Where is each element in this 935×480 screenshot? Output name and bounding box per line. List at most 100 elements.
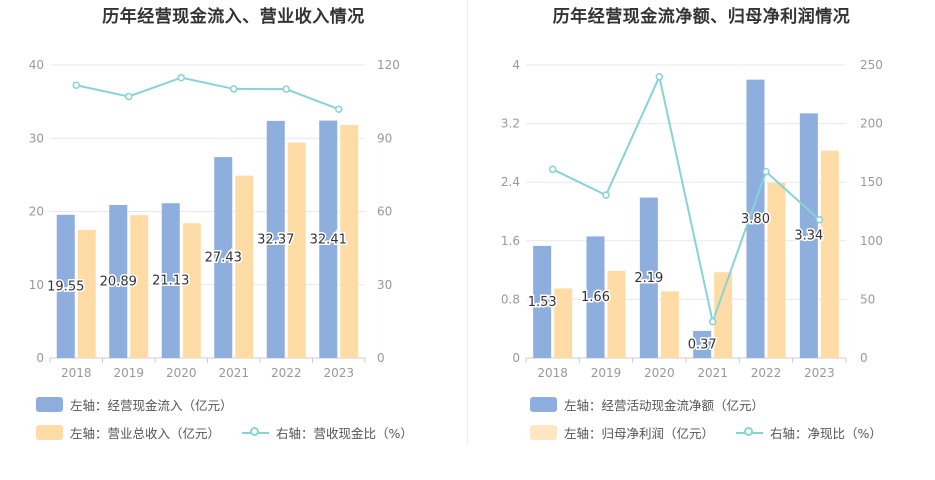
legend-item-series-2[interactable]: 左轴：营业总收入（亿元） [36, 423, 220, 442]
y-left-tick-label: 0.8 [501, 292, 520, 306]
y-right-tick-label: 60 [377, 205, 392, 219]
data-label: 3.34 [794, 229, 823, 244]
line-point [708, 317, 717, 326]
x-tick-label: 2019 [591, 366, 622, 380]
legend-item-series-3[interactable]: 右轴：营收现金比（%） [242, 423, 413, 442]
bar-1 [319, 120, 338, 359]
y-left-tick-label: 2.4 [501, 175, 520, 189]
x-tick-label: 2022 [751, 366, 782, 380]
y-right-tick-label: 90 [377, 131, 392, 145]
line-point [548, 165, 557, 174]
legend-swatch [36, 424, 63, 440]
x-tick-label: 2018 [61, 366, 92, 380]
legend-line-marker-icon [736, 425, 764, 440]
legend-line-marker-icon [242, 425, 270, 440]
y-right-tick-label: 30 [377, 278, 392, 292]
y-left-tick-label: 10 [29, 278, 44, 292]
bar-2 [660, 291, 679, 358]
y-left-tick-label: 0 [512, 351, 520, 365]
line-series [552, 73, 821, 326]
data-label: 32.37 [257, 232, 294, 247]
legend: 左轴：经营活动现金流净额（亿元） 左轴：归母净利润（亿元） 右轴：净现比（%） [530, 390, 904, 446]
legend-label: 左轴：归母净利润（亿元） [564, 425, 715, 441]
line-point [177, 73, 185, 82]
data-label: 21.13 [152, 274, 189, 289]
y-left-tick-label: 1.6 [501, 234, 520, 248]
bar-1 [56, 214, 75, 358]
y-right-tick-label: 250 [860, 58, 883, 72]
data-label: 20.89 [100, 274, 137, 289]
line-point [125, 92, 133, 101]
x-tick-label: 2020 [644, 366, 675, 380]
bar-2 [235, 175, 254, 358]
line-point [762, 167, 770, 176]
chart-title: 历年经营现金流入、营业收入情况 [102, 7, 365, 27]
y-left-tick-label: 30 [29, 131, 44, 145]
bar-2 [287, 142, 306, 358]
data-label: 3.80 [741, 212, 770, 227]
legend-label: 左轴：经营活动现金流净额（亿元） [564, 397, 765, 413]
bar-2 [607, 270, 626, 358]
bar-2 [554, 288, 573, 358]
x-tick-label: 2021 [697, 366, 728, 380]
chart-plot-cash-inflow: 0 10 20 30 40 0 30 60 90 120 2018 2019 2020 2021 2022 2… [29, 58, 400, 380]
x-tick-label: 2022 [271, 366, 302, 380]
bar-2 [767, 182, 786, 358]
y-left-tick-label: 40 [29, 58, 44, 72]
panel-divider [467, 0, 468, 445]
line-point [72, 81, 80, 90]
data-label: 0.37 [688, 337, 717, 352]
data-label: 1.66 [581, 290, 610, 305]
line-point [282, 85, 290, 93]
bar-1 [799, 113, 818, 358]
bar-1 [109, 204, 128, 358]
bar-2 [714, 272, 733, 358]
line-point [815, 215, 824, 224]
bar-1 [533, 245, 552, 358]
chart-panel-net-cash: 历年经营现金流净额、归母净利润情况 0 0.8 1.6 2.4 3.2 4 0 50 100 15… [468, 0, 935, 480]
legend-item-series-3[interactable]: 右轴：净现比（%） [736, 423, 882, 442]
bar-1 [693, 330, 712, 358]
line-point [655, 72, 664, 81]
data-label: 27.43 [205, 251, 242, 266]
bar-1 [746, 79, 765, 359]
y-left-tick-label: 20 [29, 205, 44, 219]
y-right-tick-label: 50 [860, 292, 875, 306]
y-right-tick-label: 0 [377, 351, 385, 365]
legend-label: 左轴：营业总收入（亿元） [70, 425, 221, 441]
y-right-tick-label: 150 [860, 175, 883, 189]
line-point [230, 85, 238, 93]
x-tick-label: 2020 [166, 366, 197, 380]
legend-item-series-1[interactable]: 左轴：经营现金流入（亿元） [36, 395, 233, 414]
bar-1 [161, 203, 180, 358]
data-label: 32.41 [310, 232, 347, 247]
legend-item-series-2[interactable]: 左轴：归母净利润（亿元） [530, 423, 714, 442]
bar-2 [820, 150, 839, 358]
data-label: 2.19 [634, 271, 663, 286]
legend-swatch [530, 396, 557, 412]
x-tick-label: 2023 [323, 366, 354, 380]
chart-plot-net-cash: 0 0.8 1.6 2.4 3.2 4 0 50 100 150 200 250 2018 2019 202… [501, 58, 883, 380]
legend-swatch [530, 424, 557, 440]
legend: 左轴：经营现金流入（亿元） 左轴：营业总收入（亿元） 右轴：营收现金比（%） [36, 390, 435, 446]
x-tick-label: 2018 [537, 366, 568, 380]
line-point [335, 105, 343, 113]
chart-title: 历年经营现金流净额、归母净利润情况 [552, 7, 851, 27]
bar-2 [130, 215, 149, 358]
data-label: 19.55 [47, 279, 84, 294]
legend-item-series-1[interactable]: 左轴：经营活动现金流净额（亿元） [530, 395, 764, 414]
legend-label: 右轴：营收现金比（%） [276, 425, 413, 441]
y-right-tick-label: 0 [860, 351, 868, 365]
bar-1 [586, 236, 605, 358]
bar-1 [639, 197, 658, 358]
x-tick-label: 2021 [218, 366, 249, 380]
line-point [602, 191, 610, 199]
y-right-tick-label: 200 [860, 117, 883, 131]
legend-swatch [36, 396, 63, 412]
y-left-tick-label: 0 [36, 351, 44, 365]
bar-2 [340, 125, 359, 358]
y-right-tick-label: 100 [860, 234, 883, 248]
bar-2 [77, 229, 96, 358]
y-right-tick-label: 120 [377, 58, 400, 72]
x-tick-label: 2019 [113, 366, 144, 380]
